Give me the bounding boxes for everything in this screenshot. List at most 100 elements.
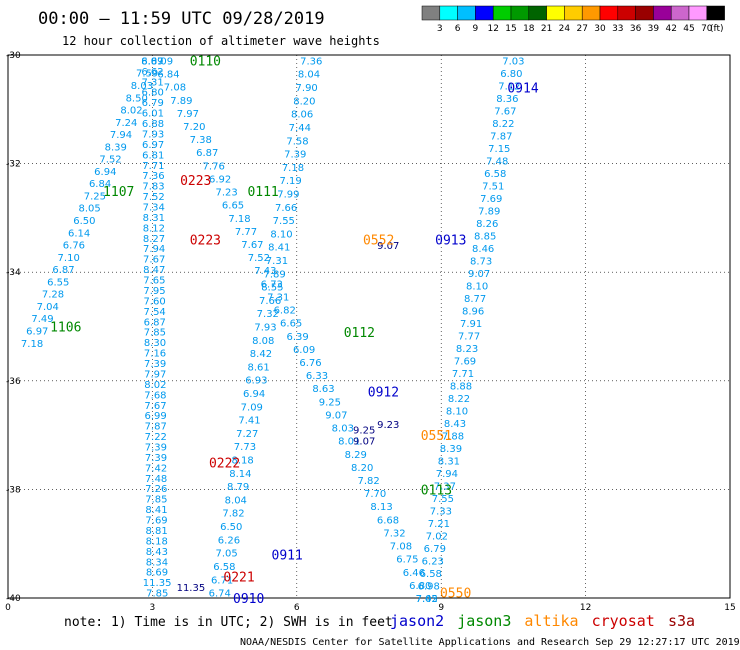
wave-height-value: 6.58	[213, 562, 235, 573]
wave-height-value: 7.05	[216, 549, 238, 560]
wave-height-value: 8.96	[462, 306, 484, 317]
wave-height-value: 7.37	[434, 481, 456, 492]
wave-height-value: 9.07	[325, 410, 347, 421]
wave-height-value: 7.22	[145, 432, 167, 443]
wave-height-value: 7.03	[502, 56, 524, 67]
wave-height-value: 8.18	[146, 536, 168, 547]
wave-height-value: 9.07	[468, 269, 490, 280]
wave-height-value: 8.39	[440, 444, 462, 455]
pass-labels: 0110 1107 1106 0223 0111 0223 0222 0221 0910 0911…	[50, 54, 539, 607]
wave-height-value: 7.18	[21, 339, 43, 350]
wave-height-value: 6.62	[141, 67, 163, 78]
wave-height-value: 8.43	[444, 419, 466, 430]
wave-height-value: 7.32	[383, 528, 405, 539]
wave-height-value: 8.14	[229, 469, 251, 480]
wave-height-value: 7.67	[143, 255, 165, 266]
wave-height-value: 6.50	[73, 216, 95, 227]
wave-height-value: 7.52	[142, 192, 164, 203]
wave-height-value: 7.02	[426, 531, 448, 542]
wave-height-value: 7.04	[37, 302, 59, 313]
wave-height-value: 8.13	[370, 502, 392, 513]
x-tick-label: 0	[5, 603, 11, 613]
wave-height-value: 8.85	[474, 231, 496, 242]
colorbar-swatch	[528, 5, 547, 21]
page-subtitle: 12 hour collection of altimeter wave hei…	[62, 34, 380, 48]
colorbar-swatch	[635, 5, 654, 21]
colorbar-label: 30	[594, 24, 606, 34]
wave-height-value: 6.80	[142, 88, 164, 99]
wave-height-value: 6.92	[209, 174, 231, 185]
wave-height-values: 7.186.977.497.047.286.556.877.106.766.14…	[21, 56, 525, 605]
wave-height-value: 8.69	[146, 568, 168, 579]
wave-height-value: 8.03	[131, 81, 153, 92]
wave-height-value: 8.30	[144, 338, 166, 349]
colorbar-label: 27	[576, 24, 587, 34]
wave-height-value-high: 9.23	[377, 420, 399, 431]
satellite-legend: jason2 jason3 altika cryosat s3a	[390, 612, 695, 630]
wave-height-value: 7.09	[241, 402, 263, 413]
wave-height-value: 6.46	[403, 568, 425, 579]
colorbar-label: 3	[437, 24, 443, 34]
colorbar-swatch	[457, 5, 476, 21]
wave-height-value: 8.63	[312, 384, 334, 395]
wave-height-value: 8.04	[225, 495, 247, 506]
wave-height-value: 8.39	[105, 142, 127, 153]
wave-height-value: 7.66	[275, 203, 297, 214]
colorbar-label: 21	[541, 24, 552, 34]
y-tick-label: -30	[6, 51, 21, 61]
axis-tick-labels: 0 3 6 9 12 15 -30 -32 -34 -36 -38 -40	[5, 51, 736, 613]
pass-label: 0552	[363, 234, 394, 249]
colorbar-swatch	[706, 5, 725, 21]
pass-label: 0913	[435, 234, 466, 249]
wave-height-value: 8.02	[120, 106, 142, 117]
wave-height-value: 7.43	[254, 266, 276, 277]
wave-height-value: 6.65	[280, 319, 302, 330]
wave-height-value: 8.41	[145, 505, 167, 516]
wave-height-value: 7.18	[228, 214, 250, 225]
pass-label: 0113	[421, 483, 452, 498]
wave-height-value: 7.33	[430, 506, 452, 517]
wave-height-value: 6.67	[141, 56, 163, 67]
wave-height-value: 6.93	[245, 376, 267, 387]
wave-height-value: 8.18	[232, 456, 254, 467]
colorbar-label: 70	[701, 24, 713, 34]
wave-height-value: 7.12	[498, 81, 520, 92]
wave-height-value: 8.04	[298, 70, 320, 81]
wave-height-value: 6.23	[422, 556, 444, 567]
wave-height-value: 7.28	[42, 290, 64, 301]
wave-height-value: 7.67	[494, 106, 516, 117]
x-tick-label: 15	[724, 603, 735, 613]
wave-height-value: 8.03	[332, 424, 354, 435]
wave-height-value: 7.39	[144, 359, 166, 370]
colorbar-swatch	[617, 5, 636, 21]
wave-height-value: 7.77	[235, 227, 257, 238]
wave-height-value: 8.10	[466, 281, 488, 292]
wave-height-value: 7.20	[183, 122, 205, 133]
colorbar-label: 45	[683, 24, 694, 34]
colorbar-label: 33	[612, 24, 623, 34]
wave-height-value: 6.71	[211, 575, 233, 586]
wave-height-value: 6.87	[196, 148, 218, 159]
wave-height-value: 6.33	[306, 371, 328, 382]
wave-height-value: 7.83	[142, 182, 164, 193]
wave-height-value: 7.94	[143, 244, 165, 255]
wave-height-value: 7.69	[480, 194, 502, 205]
page-title: 00:00 – 11:59 UTC 09/28/2019	[38, 9, 325, 29]
wave-height-value: 8.02	[144, 380, 166, 391]
wave-height-value-high: 9.25	[353, 426, 375, 437]
colorbar-swatch	[670, 5, 690, 21]
wave-height-value: 7.26	[145, 484, 167, 495]
pass-label: 1107	[103, 185, 134, 200]
x-tick-label: 12	[580, 603, 591, 613]
wave-height-value: 8.08	[252, 336, 274, 347]
wave-height-value: 8.10	[446, 406, 468, 417]
pass-label: 0221	[223, 570, 254, 585]
y-tick-label: -36	[6, 377, 21, 387]
wave-height-value: 6.94	[94, 167, 116, 178]
wave-height-value: 6.97	[26, 327, 48, 338]
pass-label: 0223	[190, 234, 221, 249]
footer-note: note: 1) Time is in UTC; 2) SWH is in fe…	[64, 615, 393, 630]
wave-height-value: 7.48	[145, 474, 167, 485]
wave-height-value: 7.90	[296, 83, 318, 94]
wave-height-value: 7.52	[248, 253, 270, 264]
